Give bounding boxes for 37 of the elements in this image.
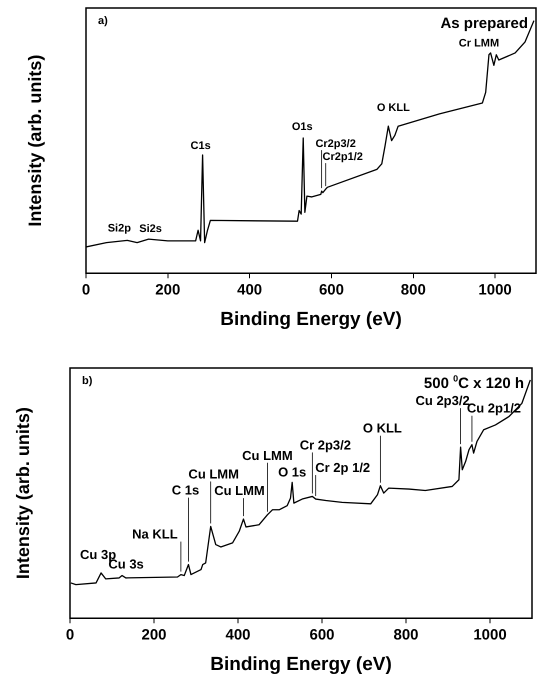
x-axis-title: Binding Energy (eV) [210,654,392,675]
annotation: b) [82,375,93,387]
annotation: Cr LMM [458,38,500,50]
annotation: O KLL [362,420,402,436]
annotation: Na KLL [132,526,178,542]
x-tick-label: 0 [66,626,74,644]
x-tick-label: 400 [225,626,251,644]
annotation: C1s [190,140,211,152]
x-tick-label: 400 [237,281,262,298]
x-tick-label: 1000 [478,281,512,298]
x-tick-label: 800 [400,281,426,298]
y-axis-title: Intensity (arb. units) [24,54,45,227]
annotation: Cr2p1/2 [322,151,363,164]
x-tick-label: 800 [393,626,419,644]
annotation: Cu LMM [214,483,265,498]
x-tick-label: 1000 [473,626,507,644]
annotation: O KLL [376,102,410,114]
x-tick-label: 0 [82,281,90,298]
annotation: Cr 2p 1/2 [315,460,370,476]
x-axis-title: Binding Energy (eV) [220,308,402,330]
annotation: Si2s [139,223,162,236]
annotation: Cu LMM [242,448,293,463]
annotation: As prepared [440,15,528,32]
x-tick-label: 200 [155,281,180,298]
x-tick-label: 600 [309,626,335,644]
annotation: a) [98,15,108,27]
annotation: C 1s [172,482,200,498]
annotation: Cu LMM [188,466,239,482]
annotation: Cr2p3/2 [315,138,356,150]
annotation: Si2p [108,222,132,234]
annotation: O 1s [278,464,306,480]
x-tick-label: 200 [141,626,167,644]
x-tick-label: 600 [318,281,344,298]
annotation: O1s [292,121,313,134]
annotation: Cr 2p3/2 [300,437,351,452]
annotation: Cu 2p3/2 [416,393,470,408]
y-axis-title: Intensity (arb. units) [12,407,33,580]
